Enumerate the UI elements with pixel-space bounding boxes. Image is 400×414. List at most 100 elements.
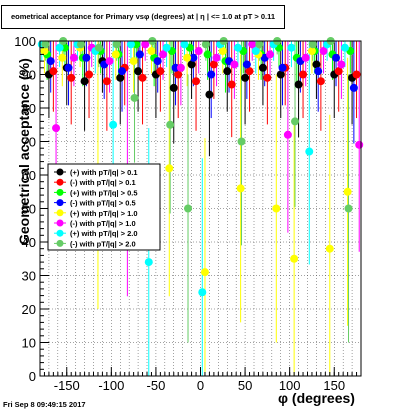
y-tick-label: 90 [22, 68, 36, 83]
data-point [40, 47, 49, 56]
data-point [94, 43, 103, 52]
data-point [308, 40, 317, 49]
data-point [207, 70, 216, 79]
legend-marker [56, 178, 64, 186]
data-point [141, 40, 150, 49]
data-point [291, 117, 300, 126]
data-point [205, 90, 214, 99]
data-point [156, 67, 165, 76]
data-point [283, 130, 292, 139]
data-point [112, 40, 121, 49]
y-tick-label: 70 [22, 135, 36, 150]
y-tick-label: 0 [29, 369, 36, 384]
data-point [69, 53, 78, 62]
x-axis-label: φ (degrees) [278, 390, 355, 406]
legend-label: (+) with pT/|q| > 0.1 [70, 168, 138, 177]
data-point [344, 204, 353, 213]
y-tick-label: 50 [22, 202, 36, 217]
data-point [200, 268, 209, 277]
data-point [135, 50, 144, 59]
x-tick-label: 50 [238, 378, 252, 393]
data-point [276, 70, 285, 79]
data-point [223, 67, 232, 76]
data-point [299, 70, 308, 79]
data-point [118, 67, 127, 76]
data-point [55, 43, 64, 52]
data-point [105, 57, 114, 66]
data-point [126, 40, 135, 49]
grid [40, 41, 361, 376]
data-point [278, 63, 287, 72]
x-tick-label: -100 [98, 378, 124, 393]
data-point [64, 63, 73, 72]
data-points [37, 37, 364, 297]
data-point [166, 120, 175, 129]
legend-marker [56, 168, 64, 176]
legend: (+) with pT/|q| > 0.1(-) with pT/|q| > 0… [47, 163, 161, 251]
y-tick-label: 60 [22, 168, 36, 183]
legend-marker [56, 229, 64, 237]
timestamp-footer: Fri Sep 8 09:49:15 2017 [3, 400, 86, 409]
y-tick-label: 80 [22, 101, 36, 116]
legend-marker [56, 239, 64, 247]
data-point [212, 53, 221, 62]
x-tick-label: 150 [323, 378, 345, 393]
y-tick-label: 30 [22, 269, 36, 284]
data-point [201, 40, 210, 49]
data-point [334, 67, 343, 76]
data-point [266, 50, 275, 59]
legend-box [47, 163, 161, 251]
y-tick-label: 100 [14, 34, 36, 49]
data-point [258, 63, 267, 72]
data-point [58, 53, 67, 62]
legend-label: (+) with pT/|q| > 2.0 [70, 229, 138, 238]
data-point [272, 204, 281, 213]
data-point [77, 40, 86, 49]
data-point [236, 184, 245, 193]
data-point [233, 43, 242, 52]
data-point [198, 288, 207, 297]
data-point [49, 67, 58, 76]
data-point [209, 60, 218, 69]
data-point [109, 120, 118, 129]
data-point [248, 40, 257, 49]
data-point [102, 77, 111, 86]
data-point [352, 70, 361, 79]
data-point [316, 77, 325, 86]
data-point [242, 60, 251, 69]
data-point [301, 53, 310, 62]
legend-marker [56, 199, 64, 207]
legend-label: (-) with pT/|q| > 0.1 [70, 178, 136, 187]
data-point [85, 70, 94, 79]
data-point [138, 73, 147, 82]
data-point [251, 47, 260, 56]
data-point [319, 47, 328, 56]
data-point [162, 43, 171, 52]
data-point [245, 67, 254, 76]
data-point [52, 124, 61, 133]
data-point [80, 77, 89, 86]
data-point [184, 204, 193, 213]
data-point [192, 77, 201, 86]
data-point [337, 60, 346, 69]
data-point [144, 258, 153, 267]
y-axis-label: Geometrical acceptance (%) [16, 58, 32, 245]
data-point [147, 47, 156, 56]
chart-title: eometrical acceptance for Primary vsφ (d… [1, 5, 285, 29]
y-tick-label: 10 [22, 336, 36, 351]
legend-marker [56, 209, 64, 217]
data-point [349, 83, 358, 92]
data-point [174, 70, 183, 79]
data-point [183, 53, 192, 62]
data-point [290, 254, 299, 263]
data-point [294, 80, 303, 89]
legend-label: (-) with pT/|q| > 0.5 [70, 199, 136, 208]
data-point [227, 80, 236, 89]
data-point [169, 83, 178, 92]
legend-label: (+) with pT/|q| > 0.5 [70, 188, 138, 197]
data-point [159, 50, 168, 59]
axis-ticks: -150 -100 -50 0 50 100 150 0 10 20 30 40 50 60 70 80 90 1… [14, 34, 358, 393]
data-point [314, 67, 323, 76]
data-point [187, 60, 196, 69]
data-point [180, 40, 189, 49]
